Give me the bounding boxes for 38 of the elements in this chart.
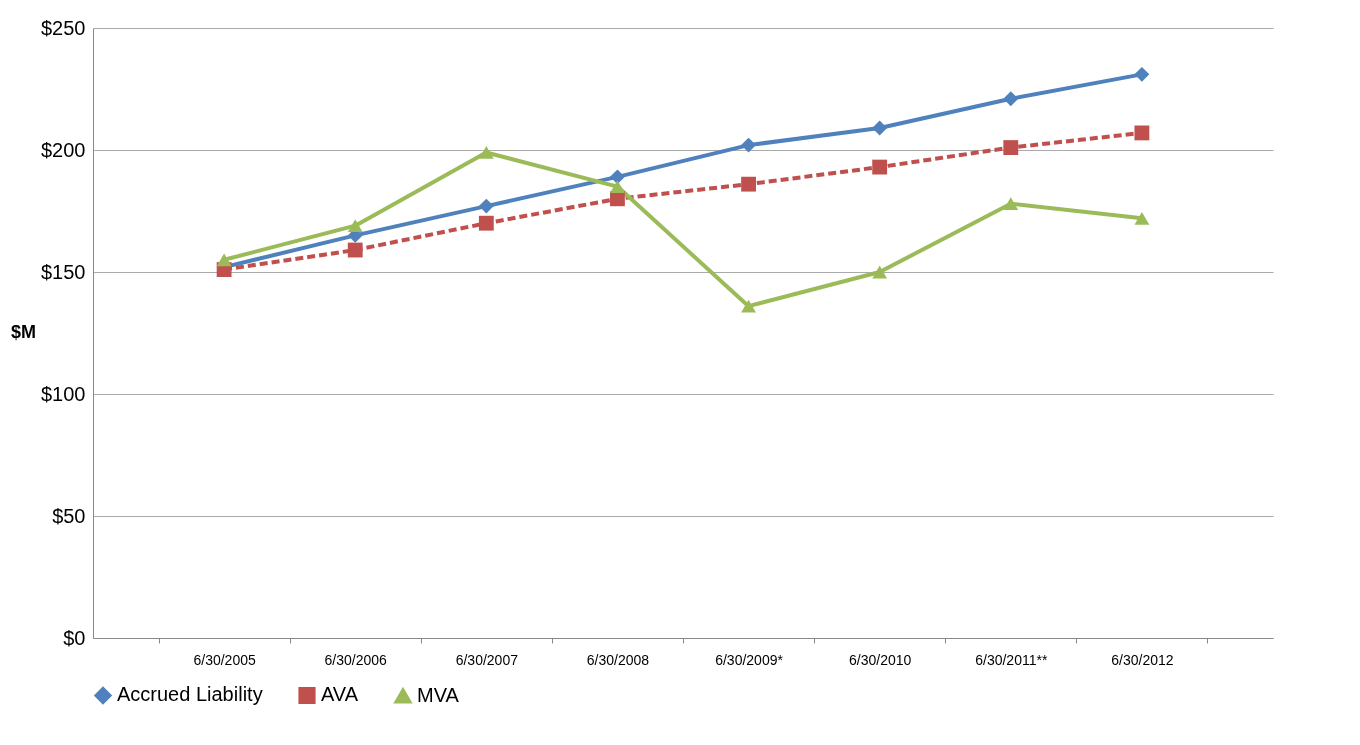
y-axis-title: $M bbox=[10, 321, 37, 342]
point bbox=[478, 215, 494, 231]
x-tick-label: 6/30/2005 bbox=[193, 651, 256, 668]
x-tick-label: 6/30/2009* bbox=[715, 651, 784, 668]
point bbox=[741, 137, 756, 153]
point bbox=[216, 253, 232, 267]
point bbox=[1134, 211, 1150, 225]
x-tick-label: 6/30/2007 bbox=[455, 651, 519, 668]
y-tick-label: $50 bbox=[52, 504, 86, 527]
point bbox=[1134, 125, 1150, 141]
x-tick-label: 6/30/2012 bbox=[1111, 651, 1174, 668]
y-tick-label: $0 bbox=[63, 626, 86, 649]
point bbox=[1003, 197, 1019, 211]
legend-label: AVA bbox=[321, 683, 359, 706]
x-tick-label: 6/30/2008 bbox=[586, 651, 650, 668]
point bbox=[478, 146, 494, 159]
legend-label: Accrued Liability bbox=[117, 683, 263, 706]
point bbox=[872, 120, 888, 136]
y-tick-label: $200 bbox=[41, 138, 86, 161]
y-tick-label: $100 bbox=[41, 382, 86, 405]
point bbox=[1134, 66, 1150, 82]
point bbox=[1003, 91, 1019, 107]
point bbox=[610, 180, 625, 194]
y-tick-label: $150 bbox=[41, 260, 86, 283]
point bbox=[872, 265, 888, 279]
point bbox=[347, 219, 363, 233]
legend-label: MVA bbox=[417, 683, 460, 706]
x-tick-label: 6/30/2011** bbox=[975, 651, 1048, 668]
point bbox=[610, 169, 625, 185]
point bbox=[741, 176, 756, 192]
point bbox=[741, 299, 756, 313]
x-tick-label: 6/30/2010 bbox=[849, 651, 912, 668]
point bbox=[347, 242, 363, 258]
point bbox=[478, 198, 494, 214]
y-tick-label: $250 bbox=[41, 16, 86, 39]
x-tick-label: 6/30/2006 bbox=[324, 651, 388, 668]
point bbox=[872, 159, 888, 175]
point bbox=[1003, 140, 1019, 155]
